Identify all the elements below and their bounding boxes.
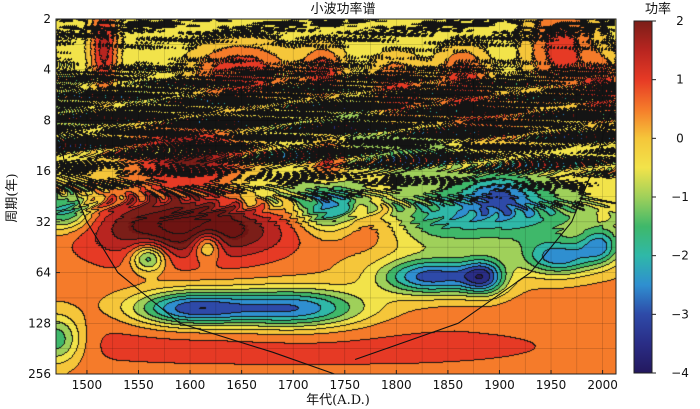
x-tick-label: 1700 [278,378,309,392]
colorbar-tick-label: 1 [676,73,684,87]
colorbar-tick-label: −2 [671,249,689,263]
y-axis-title: 周期(年) [5,173,20,222]
x-tick-label: 1900 [484,378,515,392]
y-tick-label: 16 [36,164,51,178]
colorbar: 2 1 0 −1 −2 −3 −4 [633,14,689,380]
y-axis: 2 4 8 16 32 64 128 256 [28,12,60,381]
y-tick-label: 8 [43,113,51,127]
y-tick-label: 2 [43,12,51,26]
coi-line-left [55,120,335,375]
x-tick-label: 1850 [433,378,464,392]
heatmap-canvas [56,19,616,374]
x-tick-label: 1500 [72,378,103,392]
colorbar-title: 功率 [645,1,671,17]
x-tick-label: 1950 [536,378,567,392]
y-tick-label: 64 [36,266,51,280]
cone-of-influence [55,99,617,375]
y-tick-label: 256 [28,367,51,381]
y-tick-label: 4 [43,63,51,77]
x-tick-label: 1800 [381,378,412,392]
x-tick-label: 1650 [226,378,257,392]
heatmap-container [56,19,616,374]
x-axis-title: 年代(A.D.) [306,393,370,408]
colorbar-tick-label: −4 [671,366,689,380]
y-tick-label: 32 [36,215,51,229]
colorbar-tick-label: 0 [676,131,684,145]
coi-line-right [354,99,617,361]
colorbar-ticks: 2 1 0 −1 −2 −3 −4 [652,14,689,380]
colorbar-tick-label: 2 [676,14,684,28]
x-tick-label: 2000 [587,378,618,392]
colorbar-tick-label: −3 [671,307,689,321]
x-tick-label: 1550 [123,378,154,392]
x-tick-label: 1750 [329,378,360,392]
colorbar-tick-label: −1 [671,190,689,204]
x-axis: 1500 1550 1600 1650 1700 1750 1800 1850 1900 1950… [72,370,618,392]
plot-area [55,18,617,375]
plot-frame [55,18,617,375]
y-tick-label: 128 [28,316,51,330]
colorbar-gradient [633,20,653,374]
chart-title: 小波功率谱 [310,1,375,17]
x-tick-label: 1600 [175,378,206,392]
